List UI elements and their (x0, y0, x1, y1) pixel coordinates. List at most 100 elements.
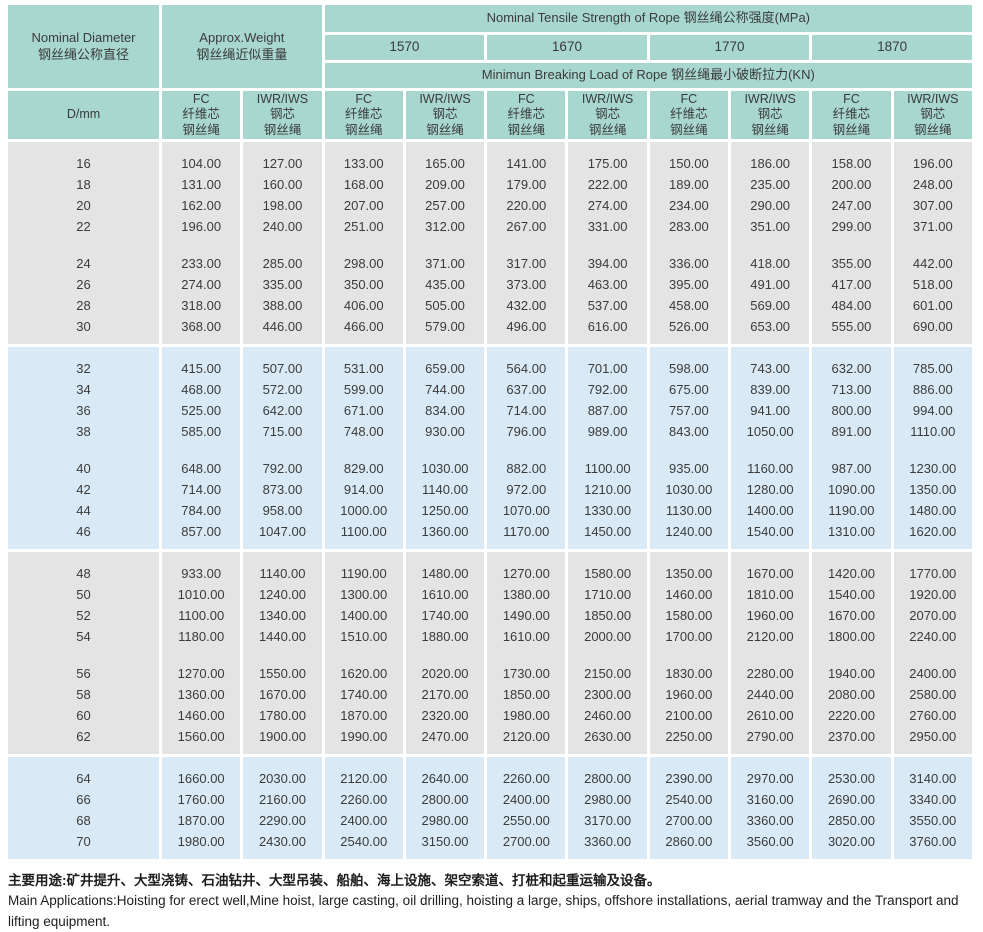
value-cell: 1100.00 (323, 521, 406, 551)
value-cell: 1000.00 (323, 500, 406, 521)
table-row: 66 1760.00 2160.00 2260.00 2800.00 2400.00 298… (8, 789, 976, 810)
gap-cell (810, 647, 894, 663)
value-cell: 162.00 (160, 195, 244, 216)
value-cell: 3360.00 (729, 810, 813, 831)
iwr-column-header: IWR/IWS 钢芯 钢丝绳 (566, 89, 650, 142)
value-cell: 2290.00 (241, 810, 325, 831)
value-cell: 1047.00 (241, 521, 325, 551)
value-cell: 800.00 (810, 400, 894, 421)
value-cell: 2220.00 (810, 705, 894, 726)
gap-cell (892, 647, 976, 663)
gap-cell (241, 647, 325, 663)
value-cell: 2530.00 (810, 754, 894, 789)
value-cell: 2240.00 (892, 626, 976, 647)
value-cell: 1900.00 (241, 726, 325, 756)
value-cell: 891.00 (810, 421, 894, 442)
value-cell: 468.00 (160, 379, 244, 400)
gap-cell (729, 647, 813, 663)
value-cell: 2970.00 (729, 754, 813, 789)
value-cell: 989.00 (566, 421, 650, 442)
value-cell: 537.00 (566, 295, 650, 316)
value-cell: 601.00 (892, 295, 976, 316)
value-cell: 251.00 (323, 216, 406, 237)
diameter-cell: 46 (8, 521, 163, 551)
value-cell: 1030.00 (404, 458, 488, 479)
value-cell: 941.00 (729, 400, 813, 421)
value-cell: 104.00 (160, 139, 244, 174)
value-cell: 1250.00 (404, 500, 488, 521)
value-cell: 1350.00 (648, 549, 732, 584)
value-cell: 351.00 (729, 216, 813, 237)
value-cell: 1760.00 (160, 789, 244, 810)
value-cell: 1420.00 (810, 549, 894, 584)
value-cell: 2950.00 (892, 726, 976, 756)
diameter-cell: 32 (8, 344, 163, 379)
value-cell: 598.00 (648, 344, 732, 379)
value-cell: 442.00 (892, 253, 976, 274)
value-cell: 1450.00 (566, 521, 650, 551)
value-cell: 318.00 (160, 295, 244, 316)
value-cell: 653.00 (729, 316, 813, 346)
grade-1870: 1870 (810, 33, 975, 63)
diameter-unit-header: D/mm (8, 89, 163, 142)
value-cell: 642.00 (241, 400, 325, 421)
value-cell: 714.00 (485, 400, 569, 421)
value-cell: 248.00 (892, 174, 976, 195)
diameter-cell: 20 (8, 195, 163, 216)
value-cell: 179.00 (485, 174, 569, 195)
grade-1770: 1770 (648, 33, 813, 63)
diameter-cell: 26 (8, 274, 163, 295)
value-cell: 972.00 (485, 479, 569, 500)
value-cell: 572.00 (241, 379, 325, 400)
table-row: 38 585.00 715.00 748.00 930.00 796.00 989.00 84… (8, 421, 976, 442)
value-cell: 2400.00 (892, 663, 976, 684)
value-cell: 713.00 (810, 379, 894, 400)
gap-cell (241, 237, 325, 253)
value-cell: 432.00 (485, 295, 569, 316)
diameter-cell: 42 (8, 479, 163, 500)
diameter-cell: 44 (8, 500, 163, 521)
value-cell: 1870.00 (160, 810, 244, 831)
value-cell: 2370.00 (810, 726, 894, 756)
table-body: 16 104.00 127.00 133.00 165.00 141.00 175.00 15… (8, 139, 976, 859)
value-cell: 1880.00 (404, 626, 488, 647)
diameter-cell: 18 (8, 174, 163, 195)
value-cell: 290.00 (729, 195, 813, 216)
value-cell: 690.00 (892, 316, 976, 346)
value-cell: 1210.00 (566, 479, 650, 500)
value-cell: 2610.00 (729, 705, 813, 726)
rope-spec-table: Nominal Diameter 钢丝绳公称直径 Approx.Weight 钢… (8, 5, 976, 859)
value-cell: 1670.00 (810, 605, 894, 626)
fc-column-header: FC 纤维芯 钢丝绳 (648, 89, 732, 142)
value-cell: 1100.00 (160, 605, 244, 626)
gap-cell (566, 647, 650, 663)
value-cell: 1480.00 (404, 549, 488, 584)
value-cell: 1100.00 (566, 458, 650, 479)
diameter-cell: 52 (8, 605, 163, 626)
value-cell: 371.00 (404, 253, 488, 274)
value-cell: 196.00 (892, 139, 976, 174)
diameter-cell: 38 (8, 421, 163, 442)
value-cell: 526.00 (648, 316, 732, 346)
value-cell: 2760.00 (892, 705, 976, 726)
diameter-cell: 34 (8, 379, 163, 400)
value-cell: 207.00 (323, 195, 406, 216)
gap-cell (323, 237, 406, 253)
value-cell: 2790.00 (729, 726, 813, 756)
value-cell: 2980.00 (404, 810, 488, 831)
value-cell: 1300.00 (323, 584, 406, 605)
value-cell: 150.00 (648, 139, 732, 174)
value-cell: 283.00 (648, 216, 732, 237)
value-cell: 2430.00 (241, 831, 325, 859)
value-cell: 1770.00 (892, 549, 976, 584)
value-cell: 784.00 (160, 500, 244, 521)
table-row: 68 1870.00 2290.00 2400.00 2980.00 2550.00 317… (8, 810, 976, 831)
value-cell: 2150.00 (566, 663, 650, 684)
value-cell: 857.00 (160, 521, 244, 551)
value-cell: 2400.00 (323, 810, 406, 831)
value-cell: 2850.00 (810, 810, 894, 831)
gap-cell (323, 647, 406, 663)
value-cell: 785.00 (892, 344, 976, 379)
value-cell: 484.00 (810, 295, 894, 316)
value-cell: 1700.00 (648, 626, 732, 647)
